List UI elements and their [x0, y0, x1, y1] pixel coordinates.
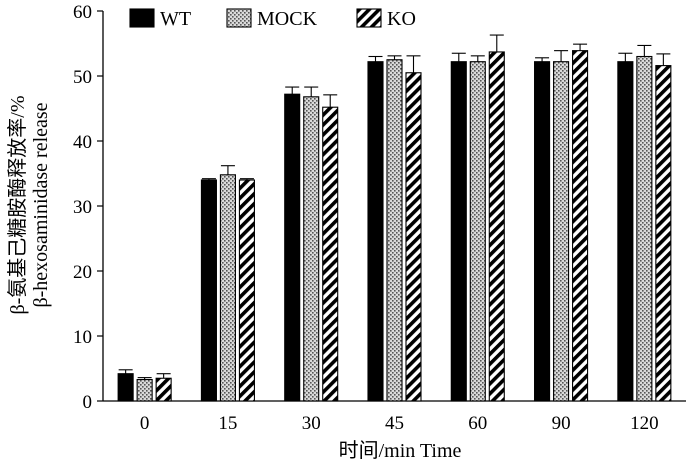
- x-ticks: 0 15 30 45 60 90 120: [140, 413, 659, 434]
- bar-ko-120: [655, 65, 672, 402]
- y-axis-title-line-1: β-氨基己糖胺酶释放率/%: [6, 95, 29, 314]
- bar-mock-15: [219, 174, 236, 402]
- bar-mock-120: [636, 55, 653, 402]
- x-tick-label: 0: [140, 413, 150, 434]
- y-tick-label: 40: [73, 132, 92, 153]
- bar-ko-45: [405, 72, 422, 402]
- y-tick-label: 30: [73, 197, 92, 218]
- bar-ko-15: [238, 179, 255, 402]
- bar-mock-60: [469, 61, 486, 402]
- legend-label-ko: KO: [387, 8, 416, 30]
- x-tick-label: 120: [630, 413, 659, 434]
- y-axis-title: β-氨基己糖胺酶释放率/% β-hexosaminidase release: [6, 95, 52, 314]
- bar-ko-30: [322, 106, 339, 402]
- bar-mock-30: [303, 96, 320, 402]
- legend-label-mock: MOCK: [257, 8, 318, 30]
- x-tick-label: 60: [468, 413, 487, 434]
- bar-wt-0: [117, 373, 134, 402]
- legend: WT MOCK KO: [129, 8, 416, 30]
- y-axis-title-line-2: β-hexosaminidase release: [30, 102, 52, 307]
- legend-swatch-wt: [129, 8, 155, 28]
- bar-ko-60: [488, 51, 505, 402]
- legend-label-wt: WT: [160, 8, 191, 30]
- bar-wt-30: [284, 93, 301, 402]
- bar-mock-90: [553, 61, 570, 402]
- bar-wt-90: [534, 61, 551, 402]
- bar-mock-0: [136, 378, 153, 402]
- y-tick-label: 0: [83, 392, 93, 413]
- legend-swatch-ko: [356, 8, 382, 28]
- bar-ko-0: [155, 377, 172, 402]
- x-tick-label: 45: [385, 413, 404, 434]
- bar-wt-15: [200, 179, 217, 402]
- x-tick-label: 15: [218, 413, 237, 434]
- y-tick-label: 50: [73, 67, 92, 88]
- bar-mock-45: [386, 59, 403, 402]
- y-tick-label: 10: [73, 327, 92, 348]
- x-axis-title: 时间/min Time: [339, 439, 462, 462]
- bar-wt-45: [367, 61, 384, 402]
- bar-wt-120: [617, 61, 634, 402]
- y-ticks: 0 10 20 30 40 50 60: [73, 2, 103, 413]
- bars: [117, 34, 672, 402]
- y-tick-label: 60: [73, 2, 92, 23]
- bar-wt-60: [450, 61, 467, 402]
- x-tick-label: 90: [552, 413, 571, 434]
- x-tick-label: 30: [302, 413, 321, 434]
- y-tick-label: 20: [73, 262, 92, 283]
- bar-ko-90: [572, 50, 589, 402]
- legend-swatch-mock: [226, 8, 252, 28]
